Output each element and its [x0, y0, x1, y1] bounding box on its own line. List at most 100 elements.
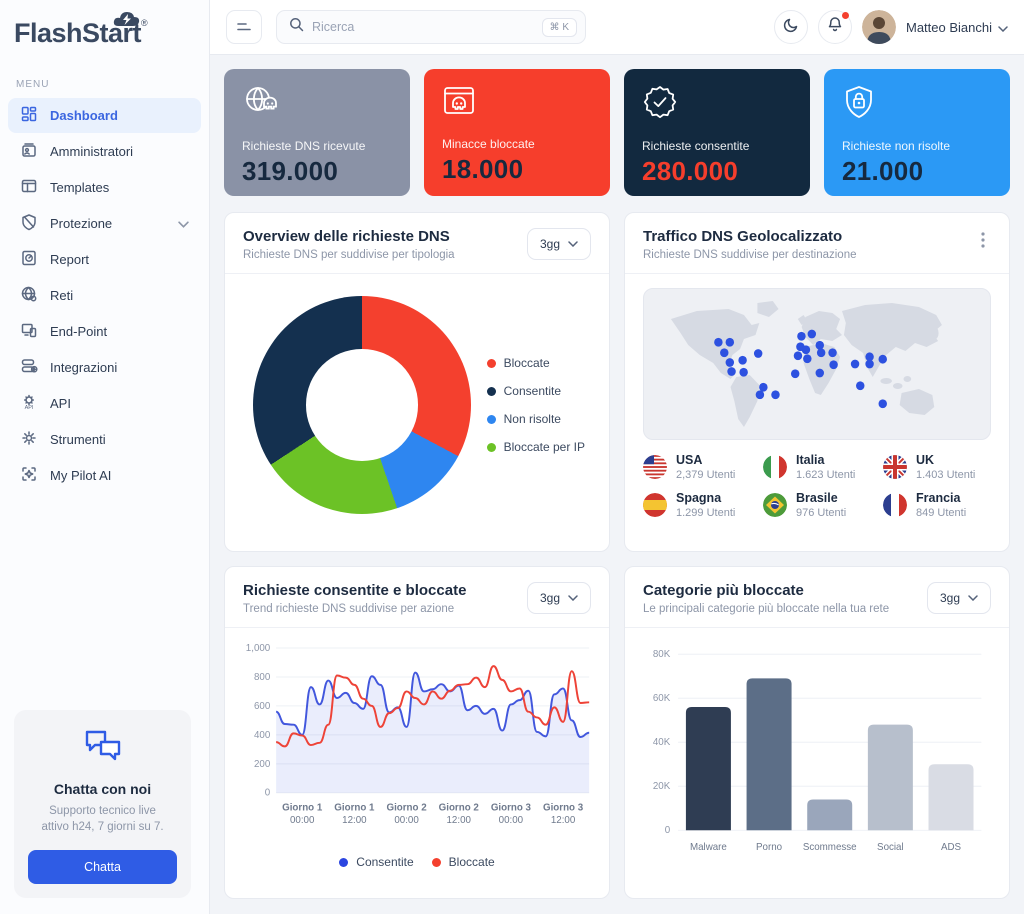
- sidebar-item-api[interactable]: API API: [8, 386, 201, 421]
- stat-value: 18.000: [442, 154, 524, 184]
- sidebar-item-label: End-Point: [50, 324, 108, 339]
- topbar: ⌘ K Matteo Bianchi: [210, 0, 1024, 55]
- sidebar-item-protezione[interactable]: Protezione: [8, 206, 201, 241]
- chat-title: Chatta con noi: [53, 780, 152, 797]
- sidebar-item-report[interactable]: Report: [8, 242, 201, 277]
- country-users: 1.623 Utenti: [796, 469, 856, 481]
- svg-text:20K: 20K: [653, 781, 671, 792]
- line-chart-legend: Consentite Bloccate: [237, 847, 597, 875]
- svg-text:Malware: Malware: [690, 842, 727, 853]
- sidebar-item-label: Protezione: [50, 216, 113, 231]
- sidebar-item-integrazioni[interactable]: Integrazioni: [8, 350, 201, 385]
- kebab-menu-button[interactable]: [975, 228, 991, 257]
- chevron-down-icon: [968, 595, 978, 601]
- svg-text:Scommesse: Scommesse: [803, 842, 857, 853]
- map-dot: [815, 340, 824, 350]
- trend-card: Richieste consentite e bloccate Trend ri…: [224, 566, 610, 899]
- map-dot: [753, 349, 763, 358]
- svg-text:400: 400: [254, 730, 271, 741]
- sidebar-toggle-button[interactable]: [226, 10, 262, 44]
- svg-text:12:00: 12:00: [447, 815, 472, 826]
- notification-dot: [842, 12, 849, 19]
- map-dot: [793, 351, 803, 361]
- svg-text:Giorno 2: Giorno 2: [439, 802, 480, 813]
- sidebar-item-reti[interactable]: Reti: [8, 278, 201, 313]
- stat-label: Richieste DNS ricevute: [242, 139, 366, 153]
- templates-icon: [20, 177, 38, 198]
- bell-icon: [827, 16, 843, 38]
- country-item-br: Brasile 976 Utenti: [763, 491, 871, 519]
- categories-card: Categorie più bloccate Le principali cat…: [624, 566, 1010, 899]
- user-menu[interactable]: Matteo Bianchi: [906, 20, 1008, 35]
- chat-support-card: Chatta con noi Supporto tecnico live atti…: [14, 709, 191, 898]
- sidebar-item-templates[interactable]: Templates: [8, 170, 201, 205]
- legend-label: Bloccate per IP: [503, 440, 585, 454]
- search-input[interactable]: [312, 20, 534, 34]
- chart-grid: Overview delle richieste DNS Richieste D…: [224, 212, 1010, 899]
- legend-item: Consentite: [339, 855, 414, 869]
- range-dropdown[interactable]: 3gg: [926, 582, 991, 614]
- range-dropdown[interactable]: 3gg: [526, 228, 591, 260]
- country-item-es: Spagna 1.299 Utenti: [643, 491, 751, 519]
- networks-icon: [20, 285, 38, 306]
- chevron-down-icon: [568, 241, 578, 247]
- svg-text:00:00: 00:00: [394, 815, 419, 826]
- chevron-down-icon: [568, 595, 578, 601]
- stat-value: 319.000: [242, 156, 339, 186]
- chat-button[interactable]: Chatta: [28, 850, 177, 884]
- map-dot: [759, 382, 768, 392]
- map-dot: [801, 345, 811, 355]
- sidebar-item-label: Templates: [50, 180, 110, 195]
- main-area: ⌘ K Matteo Bianchi: [210, 0, 1024, 914]
- map-dot: [828, 348, 837, 358]
- range-dropdown[interactable]: 3gg: [526, 582, 591, 614]
- country-name: Spagna: [676, 491, 722, 505]
- sidebar: FlashStart® MENU Dashboard Amministratori…: [0, 0, 210, 914]
- sidebar-item-strumenti[interactable]: Strumenti: [8, 422, 201, 457]
- stat-card-2: Richieste consentite 280.000: [624, 69, 810, 196]
- chevron-down-icon: [178, 216, 189, 231]
- card-title: Richieste consentite e bloccate: [243, 582, 467, 599]
- moon-icon: [783, 17, 799, 38]
- sidebar-item-end-point[interactable]: End-Point: [8, 314, 201, 349]
- svg-text:0: 0: [265, 788, 271, 799]
- dns-overview-card: Overview delle richieste DNS Richieste D…: [224, 212, 610, 552]
- registered-mark: ®: [141, 18, 148, 28]
- country-users: 1.403 Utenti: [916, 469, 976, 481]
- map-dot: [856, 381, 865, 391]
- bar-social: [867, 724, 913, 831]
- protection-icon: [20, 213, 38, 234]
- sidebar-item-label: Dashboard: [50, 108, 118, 123]
- sidebar-item-amministratori[interactable]: Amministratori: [8, 134, 201, 169]
- shield-lock-icon: [842, 86, 876, 124]
- api-icon: API: [20, 393, 38, 414]
- country-users: 2,379 Utenti: [676, 469, 736, 481]
- avatar[interactable]: [862, 10, 896, 44]
- country-item-uk: UK 1.403 Utenti: [883, 453, 991, 481]
- sidebar-item-my-pilot-ai[interactable]: My Pilot AI: [8, 458, 201, 493]
- svg-text:600: 600: [254, 701, 271, 712]
- country-users: 849 Utenti: [916, 507, 967, 519]
- notifications-button[interactable]: [818, 10, 852, 44]
- country-name: USA: [676, 453, 703, 467]
- country-name: Brasile: [796, 491, 838, 505]
- map-dot: [725, 358, 735, 367]
- sidebar-item-dashboard[interactable]: Dashboard: [8, 98, 201, 133]
- legend-label: Bloccate: [503, 356, 550, 370]
- map-dot: [878, 399, 887, 409]
- admins-icon: [20, 141, 38, 162]
- chevron-down-icon: [998, 20, 1008, 35]
- dark-mode-button[interactable]: [774, 10, 808, 44]
- search-bar[interactable]: ⌘ K: [276, 10, 586, 44]
- svg-text:00:00: 00:00: [499, 815, 524, 826]
- svg-text:00:00: 00:00: [290, 815, 315, 826]
- map-dot: [865, 359, 874, 369]
- map-dot: [771, 390, 780, 400]
- map-dot: [790, 369, 800, 379]
- country-item-fr: Francia 849 Utenti: [883, 491, 991, 519]
- stat-card-0: Richieste DNS ricevute 319.000: [224, 69, 410, 196]
- sidebar-item-label: My Pilot AI: [50, 468, 112, 483]
- legend-dot: [486, 414, 496, 424]
- svg-text:1,000: 1,000: [246, 643, 271, 654]
- brand-logo: FlashStart®: [0, 0, 209, 49]
